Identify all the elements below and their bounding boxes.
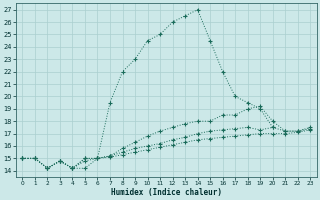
X-axis label: Humidex (Indice chaleur): Humidex (Indice chaleur) bbox=[111, 188, 222, 197]
